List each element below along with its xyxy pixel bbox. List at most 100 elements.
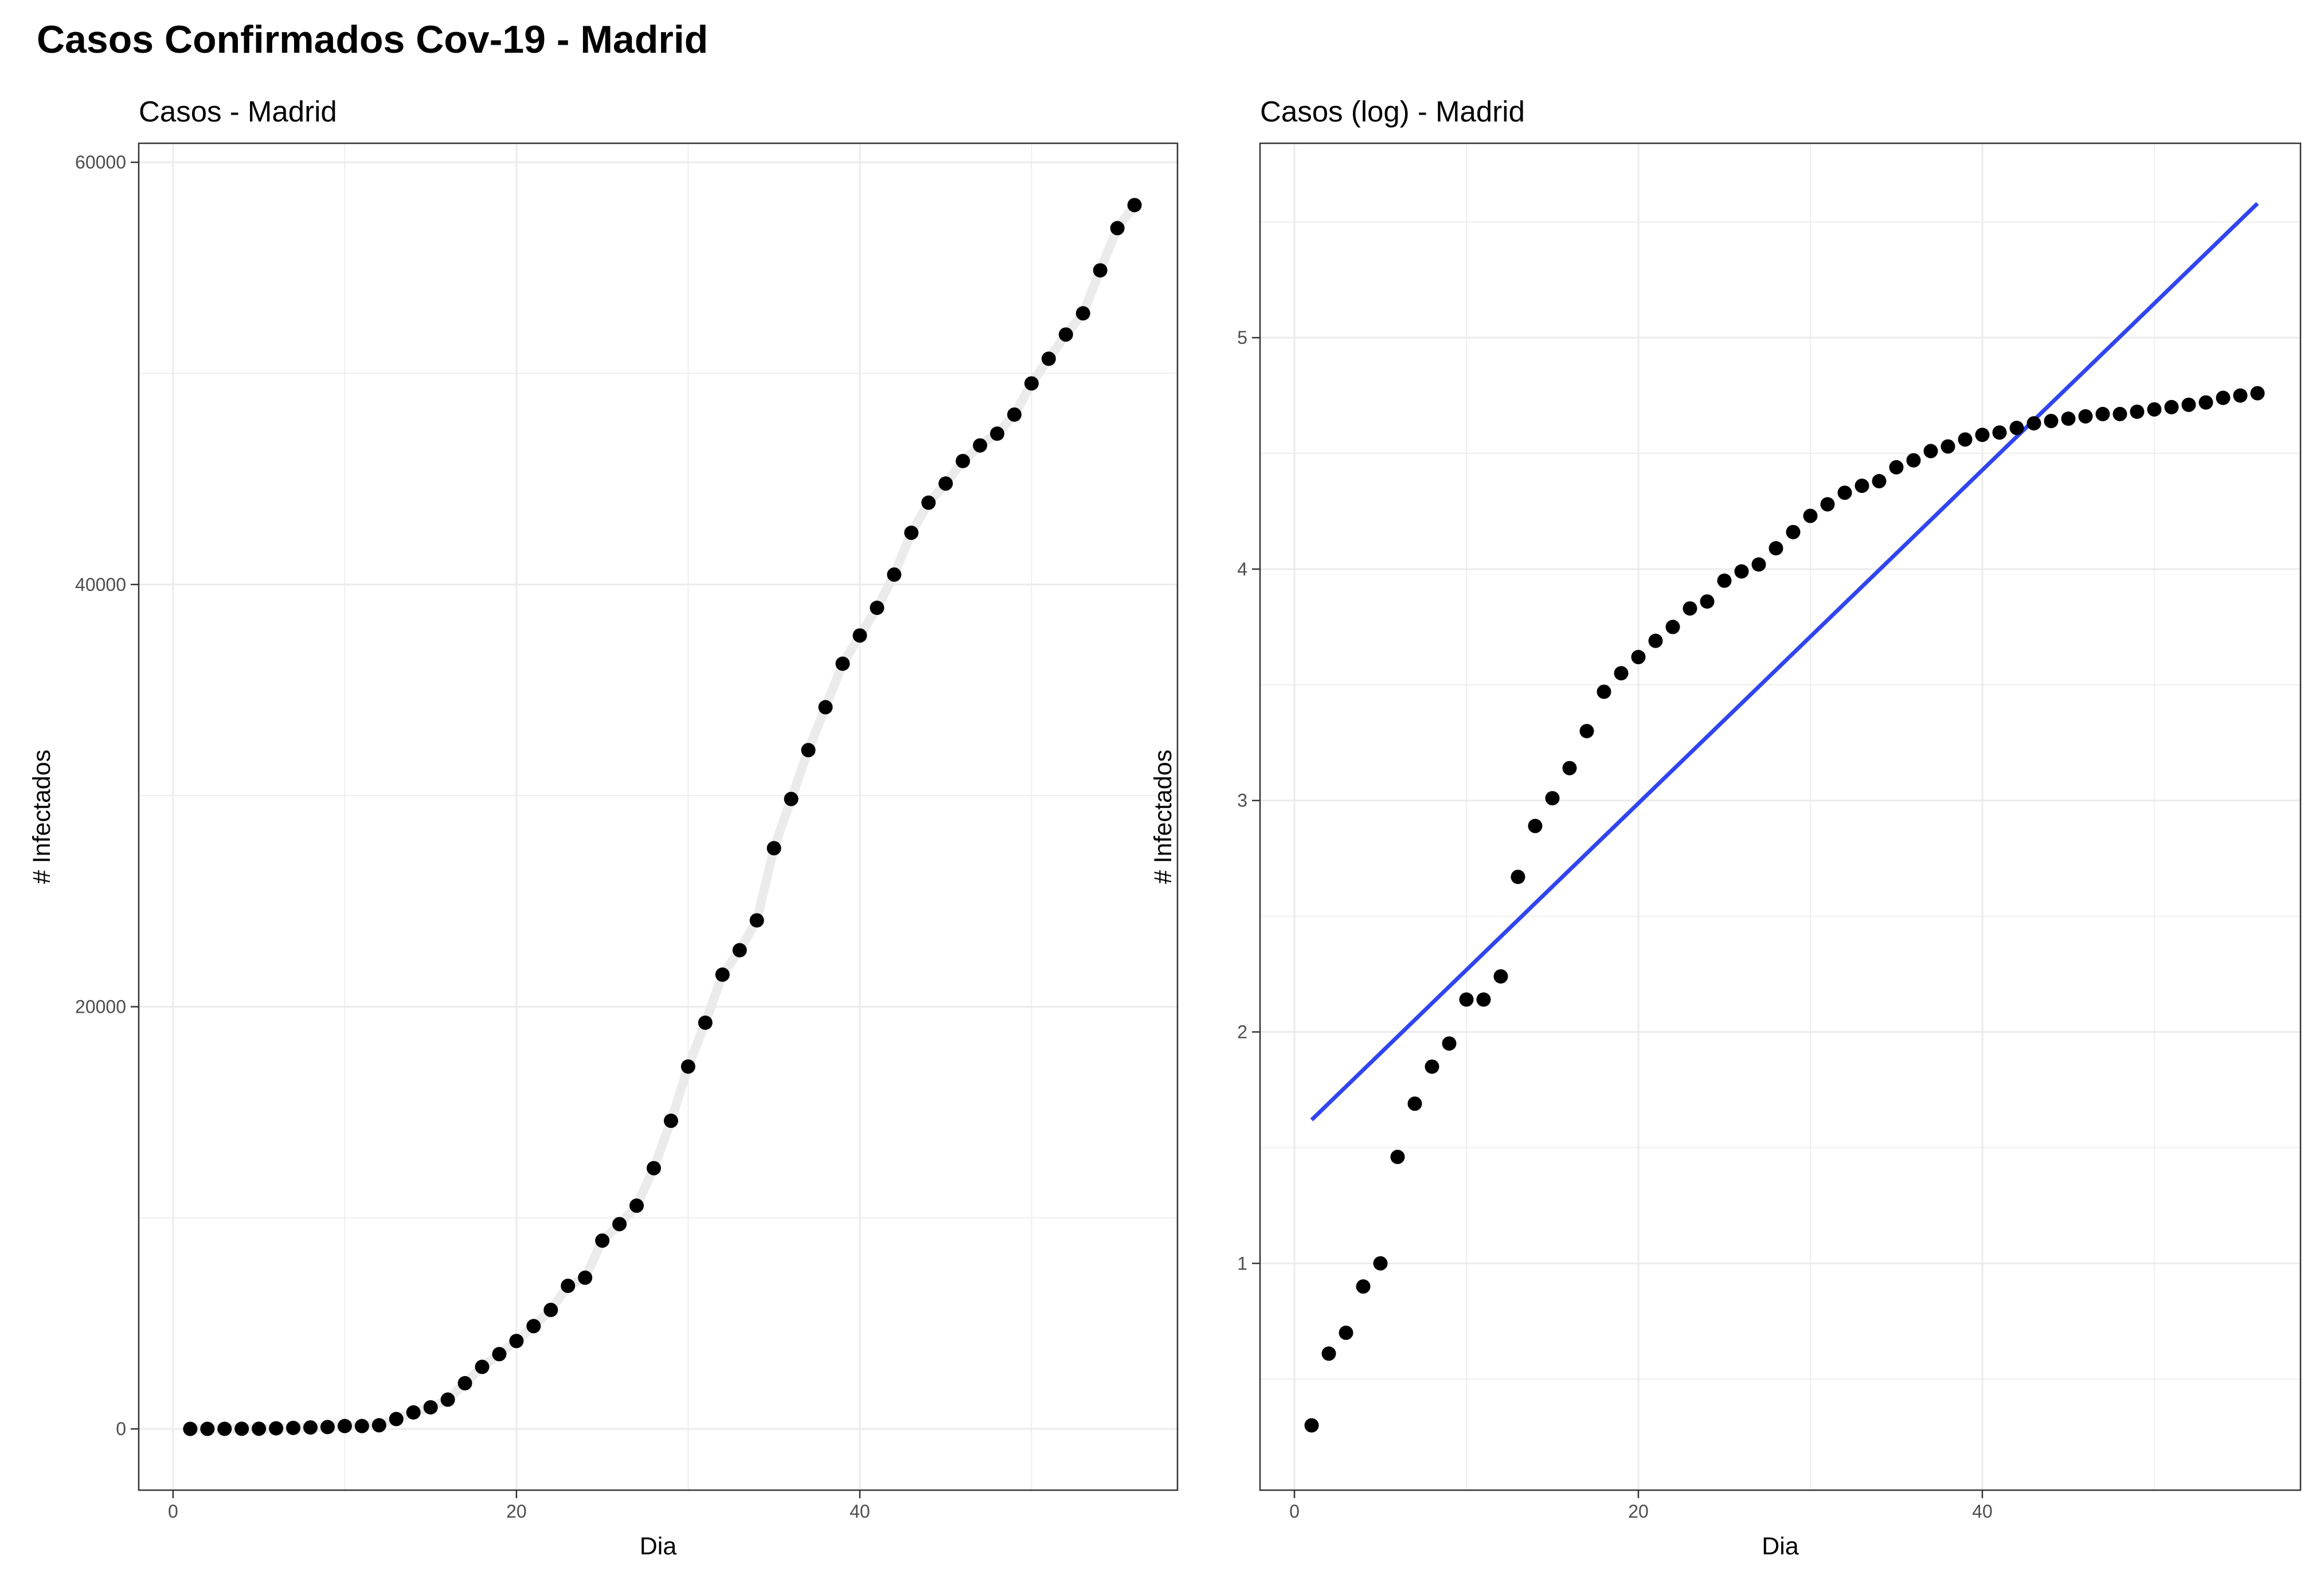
- y-tick-label: 2: [1237, 1022, 1247, 1043]
- data-point: [2061, 411, 2076, 426]
- data-point: [1024, 376, 1039, 391]
- data-point: [1683, 601, 1697, 616]
- data-point: [698, 1015, 713, 1030]
- linear-grid: [139, 143, 1177, 1490]
- data-point: [1923, 444, 1938, 459]
- data-point: [2078, 409, 2093, 424]
- figure-title: Casos Confirmados Cov-19 - Madrid: [37, 18, 708, 61]
- regression-line: [1310, 202, 2259, 1122]
- data-point: [578, 1270, 593, 1285]
- data-point: [320, 1420, 335, 1435]
- data-point: [1854, 479, 1869, 493]
- data-point: [2164, 399, 2179, 414]
- data-point: [835, 656, 850, 671]
- y-tick-label: 20000: [75, 997, 126, 1017]
- data-point: [2181, 397, 2196, 412]
- data-point: [1476, 992, 1491, 1007]
- data-point: [732, 943, 747, 958]
- data-point: [1975, 428, 1990, 442]
- data-point: [1614, 666, 1629, 681]
- log-panel-border: [1259, 142, 2302, 1491]
- data-point: [1700, 594, 1715, 609]
- y-tick-label: 4: [1237, 559, 1247, 579]
- y-tick-label: 1: [1237, 1253, 1247, 1274]
- data-point: [663, 1114, 678, 1129]
- data-point: [1665, 620, 1680, 634]
- data-point: [406, 1405, 421, 1420]
- linear-y-ticks: 0 20000 40000 60000: [75, 152, 139, 1439]
- data-point: [354, 1419, 369, 1433]
- data-point: [715, 967, 730, 982]
- log-cases-panel: Casos (log) - Madrid 0 20 40 1 2 3 4 5 Dia # I…: [1149, 95, 2302, 1560]
- data-point: [921, 495, 936, 510]
- data-point: [629, 1198, 644, 1213]
- data-point: [561, 1279, 576, 1294]
- data-point: [1041, 351, 1056, 366]
- data-point: [252, 1421, 267, 1436]
- data-point: [2112, 406, 2127, 421]
- data-point: [784, 792, 799, 806]
- data-point: [286, 1420, 301, 1435]
- data-point: [973, 438, 988, 453]
- data-point: [526, 1319, 541, 1334]
- data-point: [457, 1376, 472, 1390]
- linear-x-ticks: 0 20 40: [168, 1490, 870, 1522]
- log-panel-title: Casos (log) - Madrid: [1260, 95, 1525, 128]
- data-point: [1562, 761, 1577, 775]
- data-point: [1545, 791, 1560, 806]
- x-tick-label: 40: [1972, 1501, 1993, 1522]
- data-point: [200, 1421, 215, 1436]
- data-point: [1356, 1279, 1371, 1294]
- y-tick-label: 40000: [75, 574, 126, 595]
- data-point: [1007, 407, 1022, 422]
- data-point: [1889, 460, 1904, 475]
- log-y-axis-title: # Infectados: [1149, 750, 1177, 884]
- y-tick-label: 60000: [75, 152, 126, 173]
- data-point: [234, 1421, 249, 1436]
- data-point: [1304, 1418, 1319, 1433]
- data-point: [1958, 432, 1973, 447]
- x-tick-label: 0: [1289, 1501, 1300, 1522]
- x-tick-label: 0: [168, 1501, 178, 1522]
- log-x-axis-title: Dia: [1762, 1533, 1799, 1560]
- linear-cases-panel: Casos - Madrid 0 20 40 0 20000 40000 60000 Di…: [28, 95, 1179, 1560]
- data-point: [2216, 390, 2231, 405]
- data-point: [801, 743, 816, 758]
- data-point: [1734, 564, 1749, 579]
- data-point: [1425, 1059, 1439, 1074]
- y-tick-label: 3: [1237, 790, 1247, 811]
- data-point: [2095, 406, 2110, 421]
- data-point: [1321, 1346, 1336, 1361]
- data-point: [2233, 388, 2248, 403]
- data-point: [612, 1217, 627, 1232]
- data-point: [423, 1400, 438, 1414]
- data-point: [1442, 1036, 1457, 1051]
- linear-points: [183, 198, 1142, 1436]
- y-tick-label: 0: [116, 1419, 126, 1439]
- data-point: [818, 700, 833, 715]
- data-point: [1127, 198, 1142, 213]
- linear-panel-title: Casos - Madrid: [139, 95, 337, 128]
- data-point: [1058, 327, 1073, 342]
- data-point: [1820, 497, 1835, 512]
- data-point: [1648, 633, 1663, 648]
- log-points: [1304, 386, 2265, 1433]
- data-point: [1786, 524, 1801, 539]
- data-point: [475, 1359, 490, 1374]
- data-point: [1110, 221, 1125, 236]
- log-fit-line-group: [1310, 202, 2259, 1122]
- data-point: [217, 1421, 232, 1436]
- data-point: [1769, 541, 1783, 556]
- data-point: [1906, 453, 1921, 468]
- data-point: [938, 476, 953, 491]
- data-point: [389, 1412, 404, 1427]
- data-point: [1597, 684, 1611, 699]
- y-tick-label: 5: [1237, 327, 1247, 348]
- data-point: [904, 526, 919, 540]
- data-point: [492, 1347, 507, 1362]
- log-y-ticks: 1 2 3 4 5: [1237, 327, 1260, 1274]
- data-point: [1339, 1325, 1353, 1340]
- data-point: [1803, 508, 1818, 523]
- data-point: [2009, 421, 2024, 436]
